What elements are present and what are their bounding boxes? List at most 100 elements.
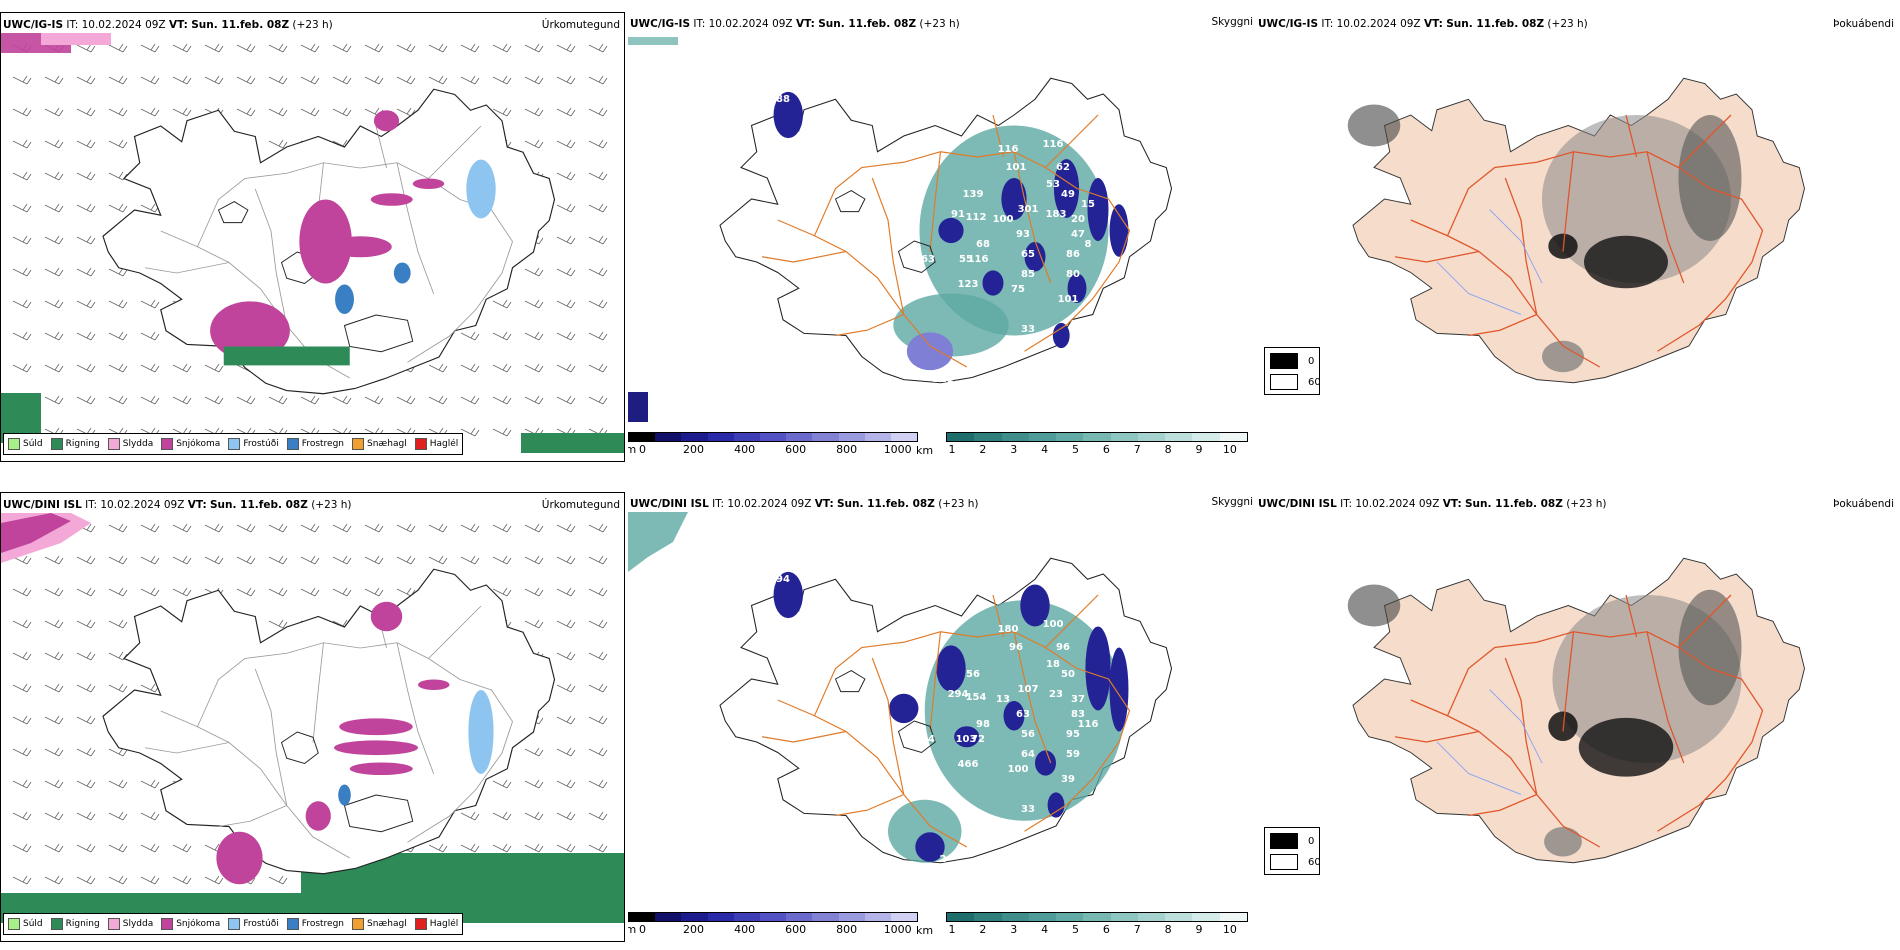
wind-barb [588, 843, 608, 853]
colorbar-cell [1192, 913, 1220, 921]
visibility-value-label: 211 [933, 374, 954, 385]
wind-barb [204, 363, 224, 373]
wind-barb [332, 587, 352, 597]
wind-barb [492, 811, 512, 821]
visibility-value-label: 2 [940, 854, 947, 865]
wind-barb [172, 875, 192, 885]
fog-legend: 0 60 [1264, 347, 1321, 395]
colorbar-tick: 800 [836, 923, 858, 936]
wind-barb [524, 43, 544, 53]
colorbar-cell [1028, 433, 1057, 441]
precip-type-legend: Súld Rigning Slydda Snjókoma Frostúði Frostre… [3, 913, 464, 935]
wind-barb [108, 875, 128, 885]
visibility-colorbar: 1 2 3 4 5 6 7 8 9 10 [946, 432, 1248, 462]
colorbar-tick: 7 [1133, 923, 1141, 936]
fog-legend: 0 60 [1264, 827, 1321, 875]
wind-barb [588, 139, 608, 149]
legend-label: Slydda [122, 919, 154, 929]
wind-barb [588, 395, 608, 405]
colorbar-tick: 400 [734, 923, 756, 936]
colorbar-cell [974, 433, 1002, 441]
wind-barb [364, 587, 384, 597]
wind-barb [460, 75, 480, 85]
colorbar-cell [759, 433, 787, 441]
colorbar-cell [733, 913, 760, 921]
wind-barb [44, 75, 64, 85]
wind-barb [12, 267, 32, 277]
wind-barb [300, 555, 320, 565]
legend-item: Snæhagl [352, 918, 407, 930]
colorbar-tick: 8 [1164, 443, 1172, 456]
colorbar-tick: 6 [1102, 443, 1110, 456]
visibility-value-label: 33 [1021, 324, 1035, 335]
colorbar-cell [1001, 913, 1029, 921]
colorbar-tick: 200 [683, 923, 705, 936]
colorbar-tick: 9 [1195, 923, 1203, 936]
wind-barb [76, 683, 96, 693]
visibility-value-label: 100 [993, 214, 1014, 225]
wind-barb [76, 715, 96, 725]
colorbar-tick: 600 [785, 923, 807, 936]
wind-barb [300, 107, 320, 117]
wind-barb [236, 587, 256, 597]
height-colorbar: 0 200 400 600 800 1000 m [628, 432, 918, 462]
visibility-value-label: 75 [1011, 284, 1025, 295]
wind-barb [588, 363, 608, 373]
legend-item: Frostregn [286, 918, 344, 930]
wind-barb [588, 43, 608, 53]
wind-barb [460, 811, 480, 821]
wind-barb [140, 43, 160, 53]
wind-barb [588, 587, 608, 597]
colorbar-tick: 200 [683, 443, 705, 456]
wind-barb [524, 747, 544, 757]
wind-barb [364, 75, 384, 85]
colorbar-cell [707, 913, 734, 921]
wind-barb [172, 75, 192, 85]
wind-barb [12, 299, 32, 309]
wind-barb [588, 75, 608, 85]
fog-map [1347, 557, 1806, 864]
wind-barb [172, 555, 192, 565]
colorbar-cell [974, 913, 1002, 921]
wind-barb [364, 395, 384, 405]
colorbar-tick: 1 [948, 443, 956, 456]
wind-barb [172, 523, 192, 533]
colorbar-tick: 10 [1222, 923, 1237, 936]
visibility-value-label: 8 [1085, 239, 1092, 250]
wind-barb [236, 43, 256, 53]
wind-barb [268, 139, 288, 149]
wind-barb [460, 843, 480, 853]
colorbar-cell [681, 913, 708, 921]
legend-item: Frostúði [228, 918, 279, 930]
colorbar-cell [1137, 913, 1166, 921]
visibility-value-label: 91 [951, 209, 965, 220]
fog-legend-item: 0 [1270, 833, 1314, 849]
precip-type-legend: Súld Rigning Slydda Snjókoma Frostúði Frostre… [3, 433, 464, 455]
panel-header: UWC/DINI ISL IT: 10.02.2024 09Z VT: Sun.… [3, 499, 352, 511]
wind-barb [12, 651, 32, 661]
wind-barb [76, 203, 96, 213]
precip-map [1, 513, 624, 923]
wind-barb [140, 875, 160, 885]
fog-legend-swatch [1270, 854, 1298, 870]
visibility-value-label: 93 [1016, 229, 1030, 240]
visibility-value-label: 139 [963, 189, 984, 200]
wind-barb [332, 107, 352, 117]
visibility-value-label: 47 [1071, 229, 1085, 240]
colorbar-tick: 6 [1102, 923, 1110, 936]
visibility-value-label: 88 [776, 94, 790, 105]
visibility-value-label: 301 [1018, 204, 1039, 215]
visibility-value-label: 116 [998, 144, 1019, 155]
colorbar-tick: 8 [1164, 923, 1172, 936]
legend-label: Snæhagl [367, 439, 407, 449]
wind-barb [12, 235, 32, 245]
wind-barb [588, 715, 608, 725]
visibility-value-label: 466 [958, 759, 979, 770]
wind-barb [492, 299, 512, 309]
wind-barb [268, 619, 288, 629]
colorbar-tick: 10 [1222, 443, 1237, 456]
wind-barb [524, 75, 544, 85]
panel-title: Skyggni [1211, 16, 1254, 28]
wind-barb [428, 43, 448, 53]
colorbar-cell [1083, 433, 1111, 441]
